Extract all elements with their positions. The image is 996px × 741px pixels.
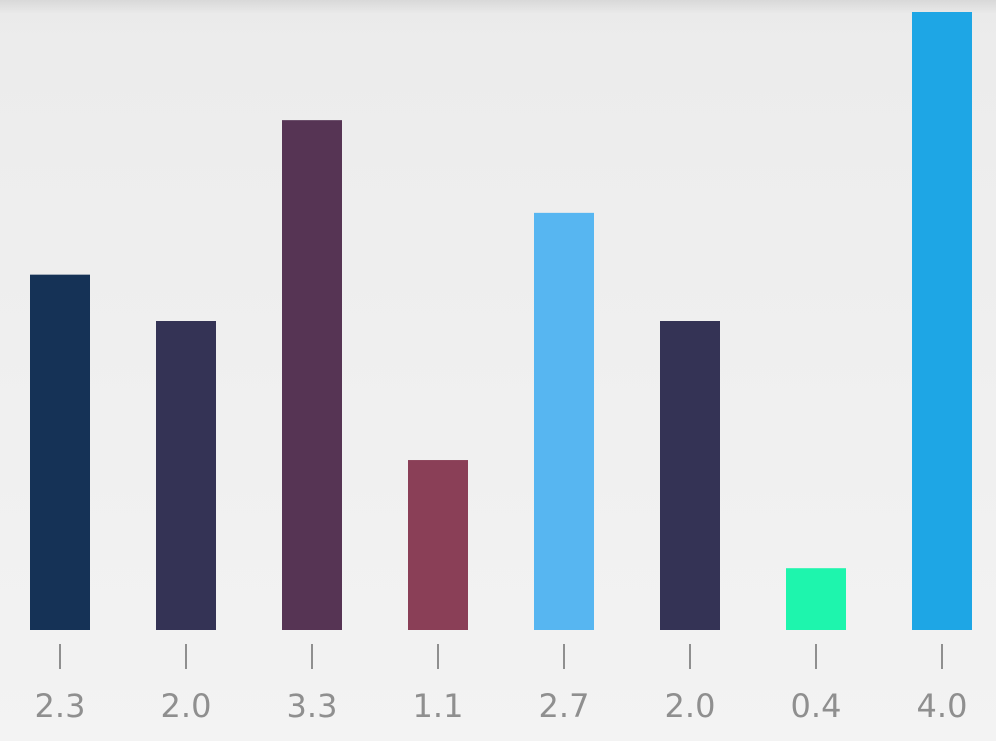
x-tick-label-6: 2.0 <box>665 687 716 725</box>
bar-6 <box>660 321 720 630</box>
x-tick-label-4: 1.1 <box>413 687 464 725</box>
bar-7 <box>786 568 846 630</box>
bar-2 <box>156 321 216 630</box>
bar-4 <box>408 460 468 630</box>
x-tick-label-8: 4.0 <box>917 687 968 725</box>
top-shadow <box>0 0 996 14</box>
bar-1 <box>30 274 90 630</box>
x-tick-label-7: 0.4 <box>791 687 842 725</box>
bar-8 <box>912 12 972 630</box>
x-tick-label-3: 3.3 <box>287 687 338 725</box>
bar-3 <box>282 120 342 631</box>
x-ticks-group <box>59 644 943 669</box>
x-tick-label-5: 2.7 <box>539 687 590 725</box>
x-tick-label-1: 2.3 <box>35 687 86 725</box>
bars-group <box>30 12 972 631</box>
x-tick-label-2: 2.0 <box>161 687 212 725</box>
x-tick-labels-group: 2.3 2.0 3.3 1.1 2.7 2.0 0.4 4.0 <box>35 687 968 725</box>
bar-5 <box>534 212 594 630</box>
